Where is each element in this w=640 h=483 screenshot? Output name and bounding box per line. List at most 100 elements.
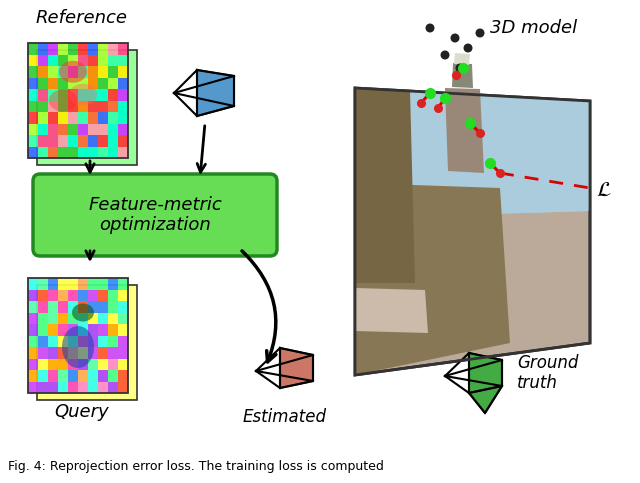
Polygon shape: [355, 88, 590, 375]
Polygon shape: [355, 88, 415, 283]
Bar: [68, 124, 78, 135]
Bar: [68, 146, 78, 158]
Text: 3D model: 3D model: [490, 19, 577, 37]
Bar: [38, 336, 48, 347]
Bar: [28, 313, 38, 324]
Bar: [98, 124, 108, 135]
Bar: [58, 100, 68, 112]
Bar: [28, 55, 38, 66]
Bar: [108, 289, 118, 301]
Bar: [68, 336, 78, 347]
Bar: [68, 112, 78, 124]
Bar: [78, 124, 88, 135]
Bar: [78, 77, 88, 89]
Bar: [108, 278, 118, 289]
Bar: [58, 382, 68, 393]
Bar: [88, 313, 98, 324]
Bar: [98, 43, 108, 55]
Bar: [88, 77, 98, 89]
Bar: [108, 66, 118, 77]
Bar: [48, 301, 58, 313]
Bar: [58, 336, 68, 347]
Bar: [38, 347, 48, 358]
Bar: [88, 55, 98, 66]
Bar: [48, 289, 58, 301]
Bar: [38, 146, 48, 158]
Bar: [78, 347, 88, 358]
Bar: [38, 289, 48, 301]
Bar: [98, 112, 108, 124]
Bar: [78, 324, 88, 336]
Text: Fig. 4: Reprojection error loss. The training loss is computed: Fig. 4: Reprojection error loss. The tra…: [8, 460, 384, 473]
Bar: [58, 124, 68, 135]
Bar: [68, 301, 78, 313]
Bar: [118, 55, 128, 66]
Bar: [78, 358, 88, 370]
Text: Reference: Reference: [36, 9, 128, 27]
Bar: [108, 382, 118, 393]
Bar: [118, 77, 128, 89]
Bar: [48, 313, 58, 324]
Bar: [78, 336, 88, 347]
Bar: [58, 370, 68, 382]
Bar: [58, 324, 68, 336]
Polygon shape: [469, 386, 502, 413]
Bar: [118, 301, 128, 313]
Bar: [108, 112, 118, 124]
Bar: [58, 89, 68, 100]
Bar: [58, 301, 68, 313]
Bar: [68, 100, 78, 112]
Bar: [68, 55, 78, 66]
Bar: [78, 135, 88, 146]
Bar: [88, 124, 98, 135]
Bar: [118, 100, 128, 112]
Bar: [78, 112, 88, 124]
Bar: [38, 358, 48, 370]
Bar: [88, 347, 98, 358]
Circle shape: [476, 28, 484, 38]
Polygon shape: [452, 63, 473, 88]
Bar: [48, 336, 58, 347]
Bar: [68, 89, 78, 100]
Bar: [118, 382, 128, 393]
Bar: [48, 112, 58, 124]
Bar: [78, 43, 88, 55]
Bar: [88, 100, 98, 112]
Polygon shape: [445, 88, 484, 173]
Bar: [118, 336, 128, 347]
Bar: [28, 289, 38, 301]
Bar: [28, 324, 38, 336]
Polygon shape: [197, 70, 234, 116]
Bar: [118, 66, 128, 77]
Bar: [68, 313, 78, 324]
Bar: [48, 89, 58, 100]
Ellipse shape: [69, 84, 97, 106]
Bar: [118, 43, 128, 55]
Bar: [108, 336, 118, 347]
Bar: [108, 89, 118, 100]
Bar: [28, 146, 38, 158]
Bar: [48, 55, 58, 66]
Bar: [108, 313, 118, 324]
Bar: [98, 324, 108, 336]
Bar: [28, 43, 128, 158]
Bar: [68, 347, 78, 358]
Bar: [88, 382, 98, 393]
Bar: [28, 301, 38, 313]
Bar: [98, 382, 108, 393]
Bar: [108, 324, 118, 336]
Bar: [88, 135, 98, 146]
Polygon shape: [454, 53, 470, 65]
Bar: [38, 112, 48, 124]
Bar: [88, 289, 98, 301]
FancyBboxPatch shape: [33, 174, 277, 256]
Bar: [98, 77, 108, 89]
Bar: [98, 135, 108, 146]
Bar: [28, 382, 38, 393]
Ellipse shape: [72, 303, 94, 322]
Bar: [98, 301, 108, 313]
Bar: [98, 55, 108, 66]
Bar: [68, 382, 78, 393]
Bar: [118, 124, 128, 135]
Bar: [118, 324, 128, 336]
